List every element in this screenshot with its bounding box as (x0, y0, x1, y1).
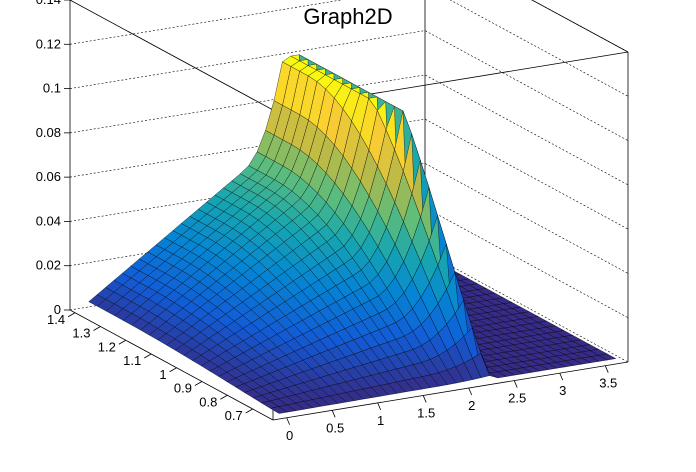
z-tick-label: 0.02 (36, 258, 61, 273)
z-gridline (69, 163, 629, 274)
y-tick (93, 326, 101, 331)
x-tick-label: 1.5 (417, 405, 435, 420)
z-tick-label: 0.14 (36, 0, 61, 7)
box-edge (69, 309, 274, 421)
y-tick (118, 339, 127, 345)
y-tick-label: 0.7 (225, 408, 243, 423)
x-tick (286, 417, 291, 425)
z-tick-label: 0.04 (36, 213, 61, 228)
z-gridline (69, 251, 629, 363)
y-tick-label: 0.9 (174, 381, 192, 396)
y-tick (144, 353, 152, 359)
x-tick (604, 365, 609, 373)
y-tick (67, 312, 76, 318)
y-tick-label: 1 (159, 367, 166, 382)
surface-cell (598, 353, 617, 361)
x-tick (559, 372, 564, 381)
x-tick (377, 402, 382, 411)
z-gridline (69, 74, 629, 186)
chart-title: Graph2D (303, 4, 393, 29)
y-tick-label: 0.8 (199, 394, 217, 409)
x-tick (513, 380, 518, 388)
x-tick-label: 2 (468, 398, 475, 413)
x-tick-label: 0.5 (326, 420, 344, 435)
z-gridline (69, 0, 629, 97)
x-tick (331, 410, 336, 418)
z-tick-label: 0.12 (36, 36, 61, 51)
z-tick-label: 0.06 (36, 169, 61, 184)
y-tick-label: 1.4 (47, 312, 65, 327)
x-tick (468, 387, 473, 396)
y-tick (194, 381, 203, 386)
box-edge (531, 0, 629, 53)
z-gridline (70, 0, 629, 53)
box-edge (69, 0, 274, 111)
y-tick-label: 1.3 (72, 326, 90, 341)
y-tick (245, 408, 253, 414)
z-gridline (69, 118, 629, 230)
x-tick-label: 2.5 (508, 391, 526, 406)
x-tick-label: 3 (559, 383, 566, 398)
surface (88, 54, 617, 414)
y-tick (169, 367, 177, 373)
z-tick-label: 0 (54, 302, 61, 317)
z-gridline (69, 30, 629, 141)
x-tick-label: 0 (286, 428, 293, 443)
y-tick-label: 1.1 (123, 353, 141, 368)
x-tick-label: 1 (377, 413, 384, 428)
y-tick-label: 1.2 (98, 339, 116, 354)
z-tick-label: 0.1 (43, 81, 61, 96)
tick-labels: 0 0.02 0.04 0.06 0.08 0.1 0.12 0.14 0.7 0.8 0.9 1 1.… (36, 0, 617, 443)
x-tick-label: 3.5 (599, 376, 617, 391)
z-tick-label: 0.08 (36, 125, 61, 140)
y-tick (220, 394, 228, 400)
x-tick (422, 395, 427, 403)
z-gridline (69, 207, 629, 318)
